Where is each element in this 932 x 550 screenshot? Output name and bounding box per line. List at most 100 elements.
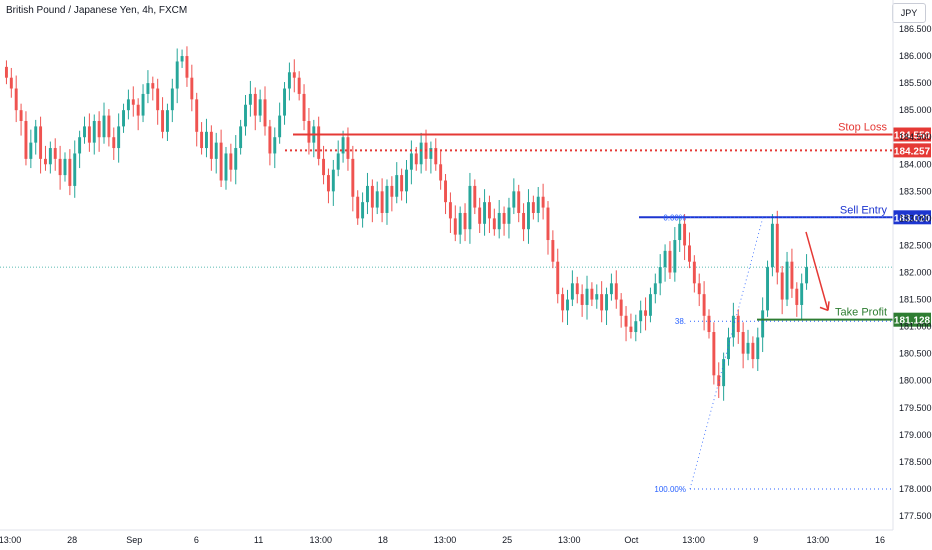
candle-body: [278, 115, 282, 138]
chart-title: British Pound / Japanese Yen, 4h, FXCM: [6, 5, 188, 16]
candle-body: [448, 202, 452, 219]
x-tick-label: 18: [378, 535, 388, 545]
y-tick-label: 184.500: [899, 132, 932, 142]
level-price-tag: [893, 143, 931, 158]
candle-body: [19, 110, 23, 121]
candle-body: [283, 88, 286, 116]
candle-body: [517, 191, 521, 213]
candle-body: [390, 185, 394, 197]
candle-body: [263, 99, 267, 127]
candle-body: [605, 294, 608, 311]
candle-body: [492, 218, 496, 230]
candle-body: [805, 267, 809, 284]
level-price-tag: [893, 210, 931, 225]
candle-body: [619, 299, 623, 316]
x-tick-label: 9: [753, 535, 758, 545]
candle-body: [253, 93, 257, 116]
candle-body: [63, 158, 67, 176]
candle-body: [83, 126, 86, 138]
candle-body: [346, 137, 350, 159]
candle-body: [585, 288, 589, 305]
candle-body: [53, 148, 57, 159]
candle-body: [551, 240, 555, 262]
candle-body: [692, 261, 696, 284]
candle-body: [370, 185, 374, 208]
y-tick-label: 185.000: [899, 105, 932, 115]
candle-body: [29, 142, 33, 159]
candle-body: [770, 223, 774, 268]
candle-body: [102, 115, 106, 138]
candle-body: [380, 191, 384, 213]
x-tick-label: 6: [194, 535, 199, 545]
candle-body: [200, 131, 204, 149]
candle-body: [688, 245, 691, 262]
arrow-line: [805, 231, 829, 311]
x-tick-label: Oct: [624, 535, 639, 545]
y-tick-label: 181.500: [899, 295, 932, 305]
candle-body: [497, 212, 501, 230]
candle-body: [34, 126, 38, 143]
candle-body: [668, 250, 672, 273]
candle-body: [790, 261, 794, 289]
candle-body: [268, 126, 272, 154]
x-tick-label: 28: [67, 535, 77, 545]
candle-body: [717, 375, 721, 387]
candle-body: [122, 110, 125, 127]
candle-body: [624, 315, 628, 327]
candle-body: [229, 153, 233, 170]
candle-body: [409, 153, 413, 170]
y-tick-label: 177.500: [899, 511, 932, 521]
candle-body: [234, 148, 238, 170]
x-tick-label: 11: [254, 535, 263, 545]
y-tick-label: 183.000: [899, 213, 932, 223]
fibonacci: 0.00% 38. 100.00%: [654, 213, 893, 494]
candle-body: [444, 180, 447, 203]
candle-body: [395, 175, 399, 197]
y-tick-label: 179.000: [899, 430, 932, 440]
candle-body: [580, 294, 584, 305]
fib-label: 0.00%: [663, 213, 686, 222]
candle-body: [541, 196, 545, 208]
candle-body: [707, 315, 711, 333]
y-tick-label: 178.000: [899, 484, 932, 494]
candle-body: [741, 332, 745, 354]
candle-body: [414, 153, 418, 165]
candle-body: [756, 337, 760, 360]
x-tick-label: 13:00: [309, 535, 332, 545]
candle-body: [165, 110, 169, 132]
candle-body: [4, 66, 8, 78]
candle-body: [736, 315, 740, 333]
candle-body: [746, 342, 750, 354]
candle-body: [248, 93, 252, 105]
candle-body: [531, 202, 535, 213]
candle-body: [292, 72, 296, 78]
candle-body: [463, 212, 467, 230]
candle-body: [87, 126, 91, 143]
level-name-label: Take Profit: [835, 307, 887, 319]
candle-body: [92, 120, 96, 143]
y-tick-label: 185.500: [899, 78, 932, 88]
levels: 184.550 Stop Loss 184.257 183.020 Sell Entry…: [285, 122, 931, 327]
candle-body: [478, 207, 482, 224]
candle-body: [634, 321, 638, 333]
candle-body: [712, 332, 716, 376]
candle-body: [795, 288, 799, 305]
candle-body: [48, 148, 52, 165]
candle-body: [648, 294, 652, 316]
candle-body: [487, 202, 491, 219]
candle-body: [536, 196, 540, 213]
x-tick-label: 25: [502, 535, 512, 545]
candle-body: [629, 326, 633, 333]
y-tick-label: 180.500: [899, 349, 932, 359]
candle-body: [644, 310, 648, 316]
candle-body: [502, 212, 506, 224]
candle-body: [97, 120, 101, 138]
x-tick-label: 13:00: [807, 535, 830, 545]
candle-body: [214, 142, 218, 159]
candle-body: [341, 137, 345, 154]
candle-body: [126, 99, 130, 111]
candles: [4, 46, 809, 401]
candle-body: [600, 294, 604, 311]
candle-body: [780, 272, 784, 300]
